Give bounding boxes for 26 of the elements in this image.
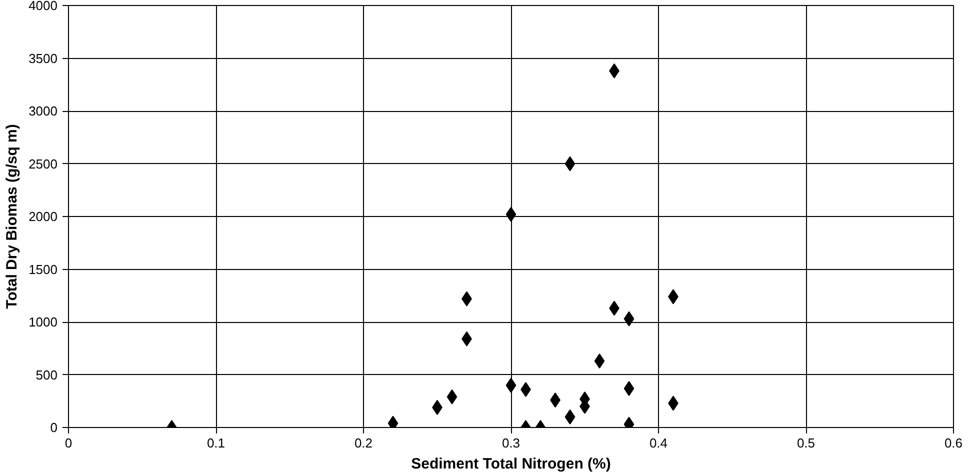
point: [624, 380, 634, 396]
y-tick-label: 0: [50, 420, 58, 435]
point: [446, 389, 458, 404]
y-tick-label: 4000: [28, 0, 58, 13]
x-tick-label: 0.2: [354, 436, 373, 450]
point: [624, 311, 634, 326]
y-axis-title: Total Dry Biomas (g/sq m): [4, 124, 21, 309]
y-tick-label: 3000: [28, 104, 58, 118]
point: [564, 156, 576, 172]
point: [564, 409, 576, 424]
x-tick-label: 0.3: [502, 436, 520, 450]
y-tick-label: 1000: [28, 314, 58, 330]
y-tick-label: 3500: [28, 50, 58, 66]
x-tick-label: 0: [64, 436, 72, 450]
point: [594, 354, 605, 369]
point: [506, 206, 516, 222]
y-tick-label: 1500: [28, 262, 58, 277]
x-tick-label: 0.6: [944, 436, 963, 450]
y-tick-label: 500: [36, 367, 58, 382]
x-tick-label: 0.5: [796, 436, 816, 450]
x-tick-label: 0.4: [649, 436, 668, 450]
x-axis-title: Sediment Total Nitrogen (%): [411, 456, 611, 472]
y-tick-label: 2500: [28, 156, 58, 172]
point: [506, 378, 516, 393]
y-tick-label: 2000: [28, 209, 58, 224]
x-tick-label: 0.1: [206, 436, 226, 450]
